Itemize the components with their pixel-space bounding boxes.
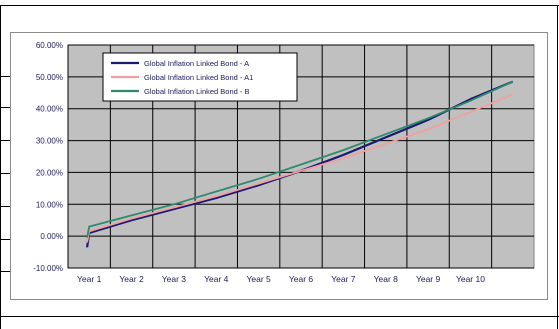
y-tick-label: 10.00% xyxy=(36,200,63,209)
series-lines xyxy=(86,80,514,248)
table-border-bottom xyxy=(0,316,559,317)
x-tick-label: Year 8 xyxy=(374,274,399,284)
table-row-line xyxy=(0,140,10,141)
y-tick-label: -10.00% xyxy=(33,264,63,273)
y-tick-label: 0.00% xyxy=(40,232,63,241)
table-row-line xyxy=(0,271,10,272)
legend-label: Global Inflation Linked Bond - B xyxy=(144,87,249,96)
chart-frame: -10.00% 0.00% 10.00% 20.00% 30.00% 40.00% 50.0… xyxy=(10,32,548,300)
x-tick-label: Year 7 xyxy=(331,274,356,284)
y-tick-label: 30.00% xyxy=(36,137,63,146)
y-tick-label: 60.00% xyxy=(36,41,63,50)
x-tick-label: Year 3 xyxy=(162,274,187,284)
legend-label: Global Inflation Linked Bond - A1 xyxy=(144,73,253,82)
line-chart: -10.00% 0.00% 10.00% 20.00% 30.00% 40.00% 50.0… xyxy=(33,41,535,284)
table-row-line xyxy=(0,206,10,207)
table-border-left xyxy=(0,5,1,329)
x-tick-label: Year 2 xyxy=(119,274,144,284)
table-border-right xyxy=(557,5,558,329)
series-line xyxy=(86,80,514,238)
y-axis-ticks: -10.00% 0.00% 10.00% 20.00% 30.00% 40.00% 50.0… xyxy=(33,41,63,273)
series-line xyxy=(86,93,514,243)
y-tick-label: 50.00% xyxy=(36,73,63,82)
x-tick-label: Year 4 xyxy=(204,274,229,284)
y-tick-label: 20.00% xyxy=(36,168,63,177)
legend: Global Inflation Linked Bond - A Global I… xyxy=(102,52,298,102)
table-row-line xyxy=(0,173,10,174)
table-row-line xyxy=(0,107,10,108)
x-tick-label: Year 10 xyxy=(456,274,485,284)
legend-label: Global Inflation Linked Bond - A xyxy=(144,59,249,68)
x-tick-label: Year 9 xyxy=(416,274,441,284)
table-row-line xyxy=(0,239,10,240)
table-row-line xyxy=(0,76,10,77)
y-tick-label: 40.00% xyxy=(36,105,63,114)
x-axis-ticks: Year 1 Year 2 Year 3 Year 4 Year 5 Year 6 Year… xyxy=(77,274,485,284)
x-tick-label: Year 1 xyxy=(77,274,102,284)
table-border-top xyxy=(0,5,559,6)
x-tick-label: Year 5 xyxy=(247,274,272,284)
x-tick-label: Year 6 xyxy=(289,274,314,284)
